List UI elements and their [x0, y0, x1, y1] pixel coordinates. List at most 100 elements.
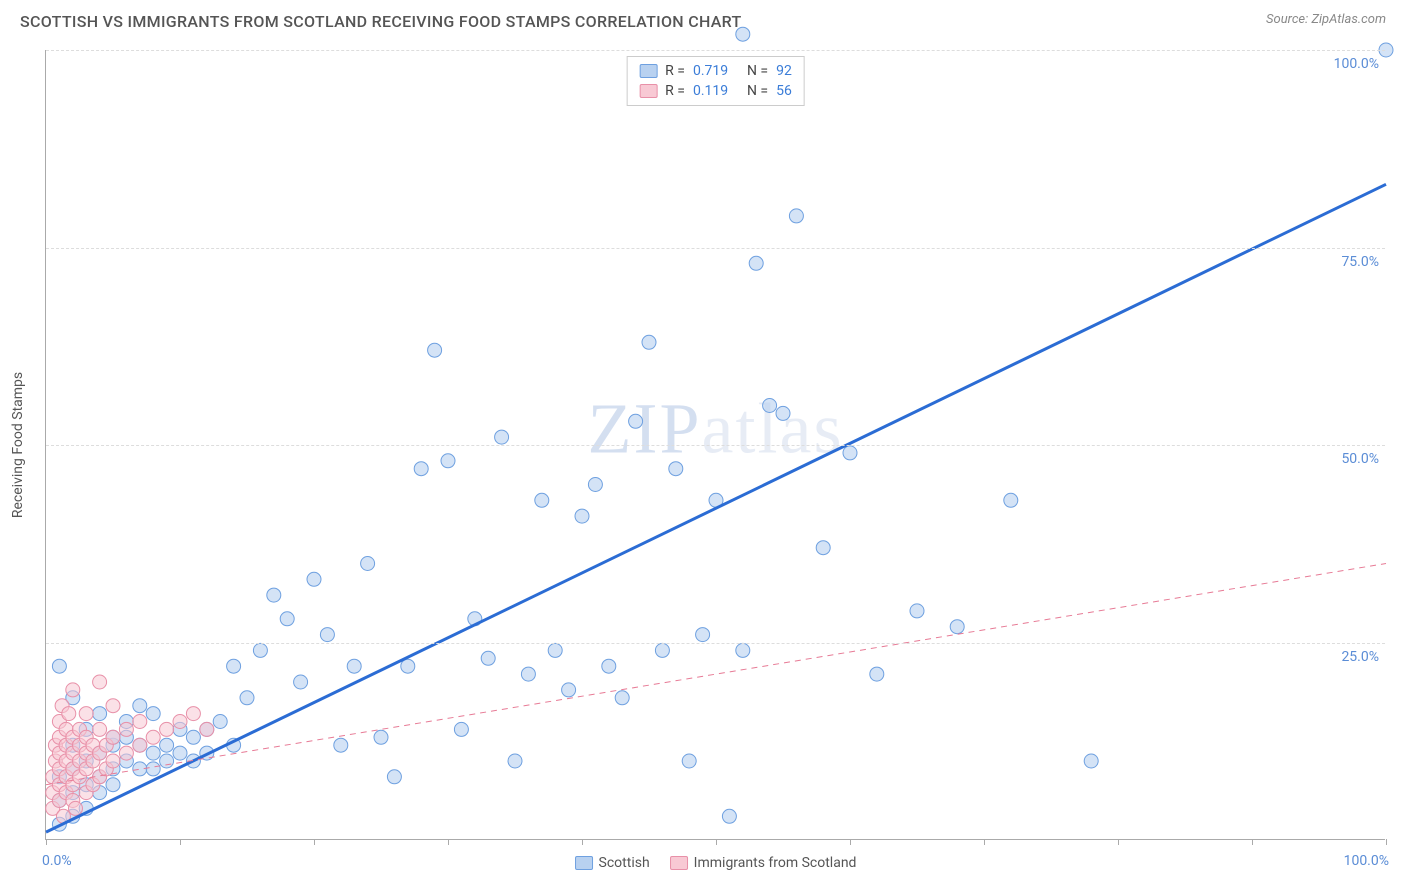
- data-point: [374, 730, 388, 744]
- gridline: [46, 50, 1385, 51]
- legend-row: R =0.119N =56: [639, 81, 792, 101]
- x-tick: [582, 839, 583, 845]
- series-legend: Scottish Immigrants from Scotland: [575, 855, 857, 871]
- data-point: [160, 754, 174, 768]
- legend-item: Scottish: [575, 855, 650, 871]
- legend-r-value: 0.719: [693, 63, 739, 79]
- data-point: [186, 707, 200, 721]
- x-tick: [1118, 839, 1119, 845]
- data-point: [736, 27, 750, 41]
- y-tick-label: 50.0%: [1341, 451, 1379, 467]
- data-point: [320, 628, 334, 642]
- data-point: [575, 509, 589, 523]
- x-tick: [1252, 839, 1253, 845]
- data-point: [146, 707, 160, 721]
- data-point: [227, 659, 241, 673]
- data-point: [240, 691, 254, 705]
- data-point: [454, 722, 468, 736]
- data-point: [294, 675, 308, 689]
- data-point: [146, 762, 160, 776]
- data-point: [106, 778, 120, 792]
- legend-label: Immigrants from Scotland: [694, 855, 857, 871]
- data-point: [642, 335, 656, 349]
- x-tick: [984, 839, 985, 845]
- data-point: [68, 801, 82, 815]
- data-point: [66, 683, 80, 697]
- data-point: [93, 722, 107, 736]
- data-point: [696, 628, 710, 642]
- data-point: [722, 809, 736, 823]
- data-point: [749, 256, 763, 270]
- x-tick: [448, 839, 449, 845]
- data-point: [1004, 493, 1018, 507]
- data-point: [347, 659, 361, 673]
- data-point: [481, 651, 495, 665]
- data-point: [910, 604, 924, 618]
- legend-r-label: R =: [665, 83, 685, 99]
- data-point: [62, 707, 76, 721]
- data-point: [133, 738, 147, 752]
- data-point: [669, 462, 683, 476]
- data-point: [160, 722, 174, 736]
- legend-r-label: R =: [665, 63, 685, 79]
- data-point: [843, 446, 857, 460]
- data-point: [588, 478, 602, 492]
- data-point: [562, 683, 576, 697]
- data-point: [495, 430, 509, 444]
- data-point: [414, 462, 428, 476]
- data-point: [307, 572, 321, 586]
- data-point: [133, 715, 147, 729]
- data-point: [173, 746, 187, 760]
- data-point: [93, 675, 107, 689]
- y-tick-label: 75.0%: [1341, 254, 1379, 270]
- data-point: [267, 588, 281, 602]
- data-point: [106, 699, 120, 713]
- data-point: [763, 399, 777, 413]
- data-point: [93, 707, 107, 721]
- data-point: [655, 643, 669, 657]
- x-tick: [850, 839, 851, 845]
- data-point: [1084, 754, 1098, 768]
- y-axis-label: Receiving Food Stamps: [10, 371, 26, 517]
- data-point: [160, 738, 174, 752]
- data-point: [602, 659, 616, 673]
- x-tick: [180, 839, 181, 845]
- data-point: [146, 730, 160, 744]
- data-point: [776, 406, 790, 420]
- legend-r-value: 0.119: [693, 83, 739, 99]
- chart-container: ZIPatlas Receiving Food Stamps R =0.719N…: [45, 50, 1385, 840]
- data-point: [213, 715, 227, 729]
- x-tick: [1386, 839, 1387, 845]
- data-point: [52, 659, 66, 673]
- data-point: [361, 557, 375, 571]
- data-point: [789, 209, 803, 223]
- trend-line: [46, 184, 1386, 832]
- data-point: [736, 643, 750, 657]
- data-point: [119, 746, 133, 760]
- data-point: [401, 659, 415, 673]
- trend-line: [46, 564, 1386, 785]
- data-point: [186, 730, 200, 744]
- data-point: [682, 754, 696, 768]
- legend-n-label: N =: [747, 63, 768, 79]
- data-point: [870, 667, 884, 681]
- data-point: [106, 730, 120, 744]
- data-point: [816, 541, 830, 555]
- data-point: [79, 707, 93, 721]
- data-point: [173, 715, 187, 729]
- data-point: [428, 343, 442, 357]
- data-point: [146, 746, 160, 760]
- data-point: [629, 414, 643, 428]
- plot-area: ZIPatlas Receiving Food Stamps R =0.719N…: [45, 50, 1385, 840]
- correlation-legend: R =0.719N =92R =0.119N =56: [626, 56, 805, 106]
- data-point: [508, 754, 522, 768]
- gridline: [46, 643, 1385, 644]
- chart-header: SCOTTISH VS IMMIGRANTS FROM SCOTLAND REC…: [0, 0, 1406, 39]
- legend-n-value: 92: [776, 63, 792, 79]
- x-tick: [716, 839, 717, 845]
- data-point: [334, 738, 348, 752]
- data-point: [280, 612, 294, 626]
- data-point: [548, 643, 562, 657]
- legend-label: Scottish: [599, 855, 650, 871]
- legend-swatch: [639, 84, 657, 98]
